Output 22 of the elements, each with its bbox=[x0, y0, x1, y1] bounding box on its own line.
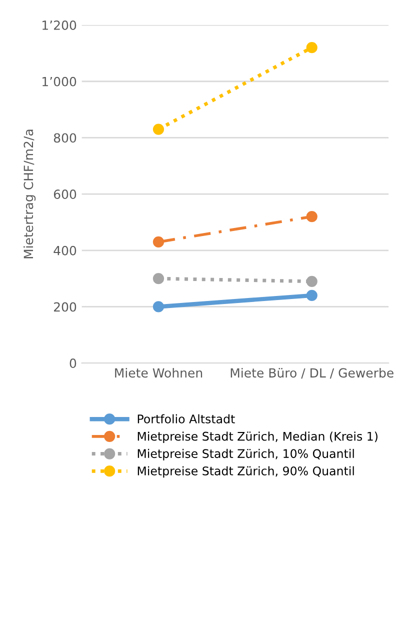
point bbox=[306, 276, 318, 287]
legend-label: Mietpreise Stadt Zürich, Median (Kreis 1) bbox=[138, 432, 378, 444]
point bbox=[152, 273, 164, 284]
x-tick-label: Miete Wohnen bbox=[115, 368, 202, 378]
point bbox=[152, 301, 164, 312]
y-tick-label: 600 bbox=[54, 190, 76, 199]
y-tick-label: 0 bbox=[70, 358, 76, 368]
point bbox=[306, 42, 318, 54]
legend-label: Mietpreise Stadt Zürich, 90% Quantil bbox=[138, 466, 354, 478]
y-axis-title: Mietertrag CHF/m2/a bbox=[24, 130, 36, 258]
y-tick-label: 1’200 bbox=[42, 20, 76, 30]
x-tick-label: Miete Büro / DL / Gewerbe bbox=[230, 368, 394, 379]
legend-label: Mietpreise Stadt Zürich, 10% Quantil bbox=[138, 448, 354, 460]
y-tick-label: 800 bbox=[54, 133, 76, 143]
point bbox=[152, 124, 164, 135]
point bbox=[152, 236, 164, 248]
legend-label: Portfolio Altstadt bbox=[138, 414, 235, 424]
y-tick-label: 1’000 bbox=[42, 76, 76, 86]
point bbox=[306, 290, 318, 302]
point bbox=[306, 211, 318, 222]
y-tick-label: 400 bbox=[54, 246, 76, 256]
y-tick-label: 200 bbox=[54, 302, 76, 312]
